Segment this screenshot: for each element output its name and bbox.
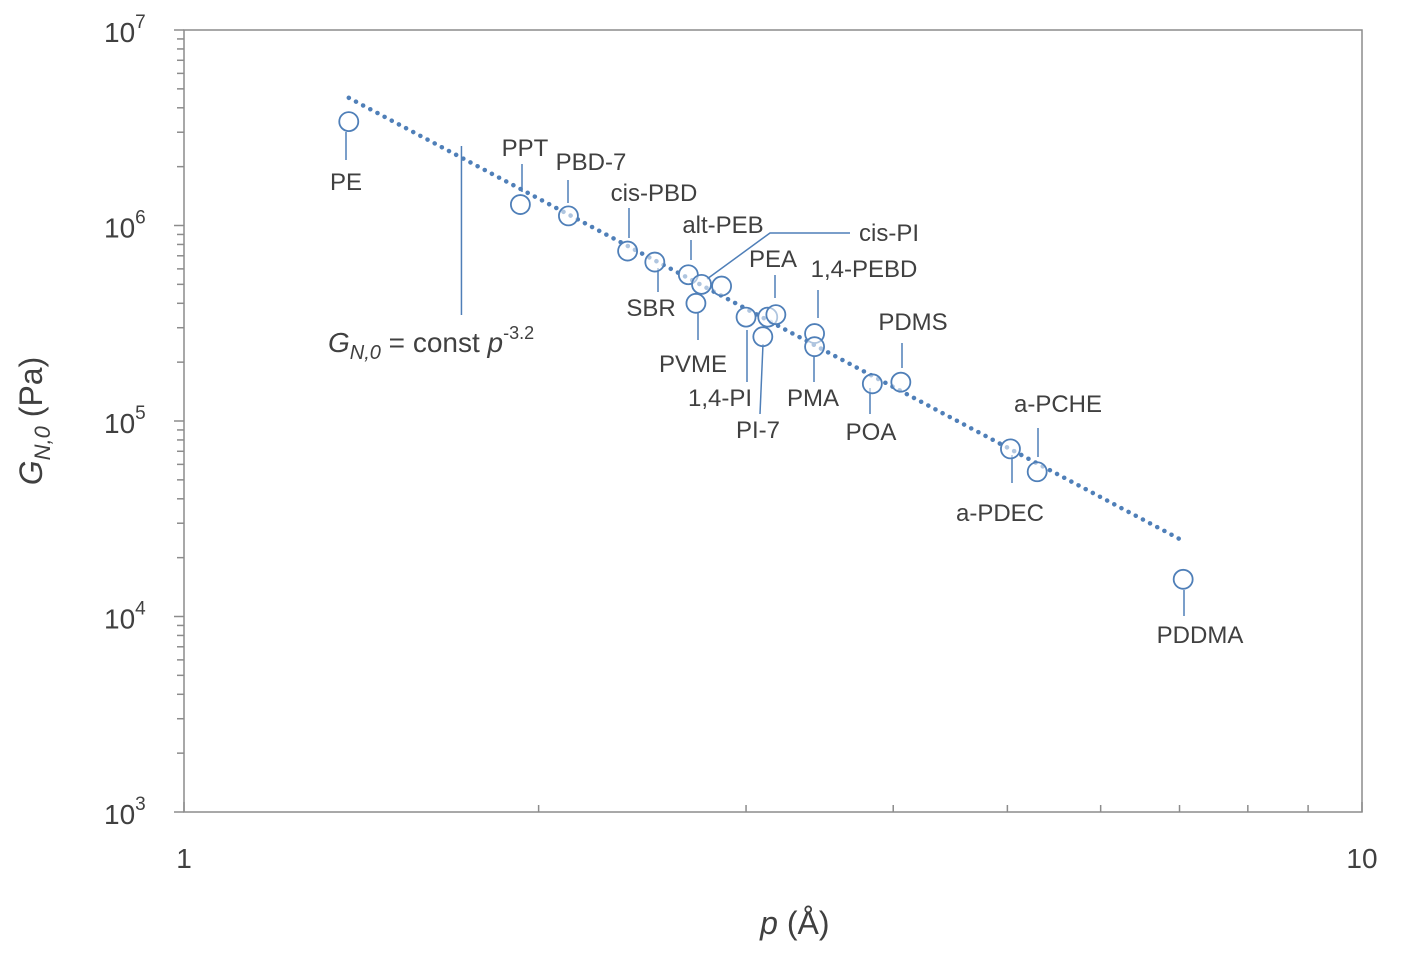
point-label: SBR (626, 295, 675, 322)
x-axis-title: p (Å) (759, 905, 829, 941)
point-label: PBD-7 (556, 149, 627, 176)
point-label: a-PDEC (956, 500, 1044, 527)
data-point (711, 275, 732, 297)
data-point (735, 306, 757, 328)
data-point (685, 292, 707, 314)
data-point (890, 371, 912, 393)
point-label: 1,4-PEBD (811, 256, 918, 283)
point-leader-line (759, 343, 764, 415)
data-point (752, 326, 774, 348)
point-label: cis-PBD (611, 180, 698, 207)
point-label: PMA (787, 385, 839, 412)
data-point (1026, 461, 1048, 483)
point-label: PDMS (878, 309, 947, 336)
data-point (509, 194, 531, 215)
point-label: PEA (749, 246, 797, 273)
point-label: PPT (502, 135, 549, 162)
x-tick-label: 10 (1346, 843, 1377, 874)
point-label: a-PCHE (1014, 391, 1102, 418)
y-tick-label: 106 (104, 208, 146, 244)
data-point (617, 240, 639, 262)
point-label: alt-PEB (682, 212, 763, 239)
data-point (804, 336, 825, 358)
data-point (558, 205, 579, 227)
point-label: PDDMA (1157, 622, 1244, 649)
data-point (1172, 568, 1194, 590)
data-point (861, 373, 883, 395)
data-point (765, 304, 787, 326)
point-label: POA (846, 419, 897, 446)
trendline-label: GN,0 = const p-3.2 (328, 323, 534, 364)
data-point (338, 111, 360, 132)
point-label: cis-PI (859, 220, 919, 247)
data-point (644, 251, 666, 273)
point-label: PI-7 (736, 417, 780, 444)
data-point (691, 273, 712, 295)
y-tick-label: 107 (104, 12, 146, 48)
x-tick-label: 1 (176, 843, 192, 874)
y-tick-label: 103 (104, 794, 146, 830)
y-tick-label: 104 (104, 599, 146, 635)
y-tick-label: 105 (104, 403, 146, 439)
point-leader-line (706, 232, 850, 280)
data-point (1000, 438, 1021, 460)
point-label: 1,4-PI (688, 385, 752, 412)
point-label: PE (330, 169, 362, 196)
point-label: PVME (659, 351, 727, 378)
y-axis-title: GN,0 (Pa) (13, 357, 55, 485)
